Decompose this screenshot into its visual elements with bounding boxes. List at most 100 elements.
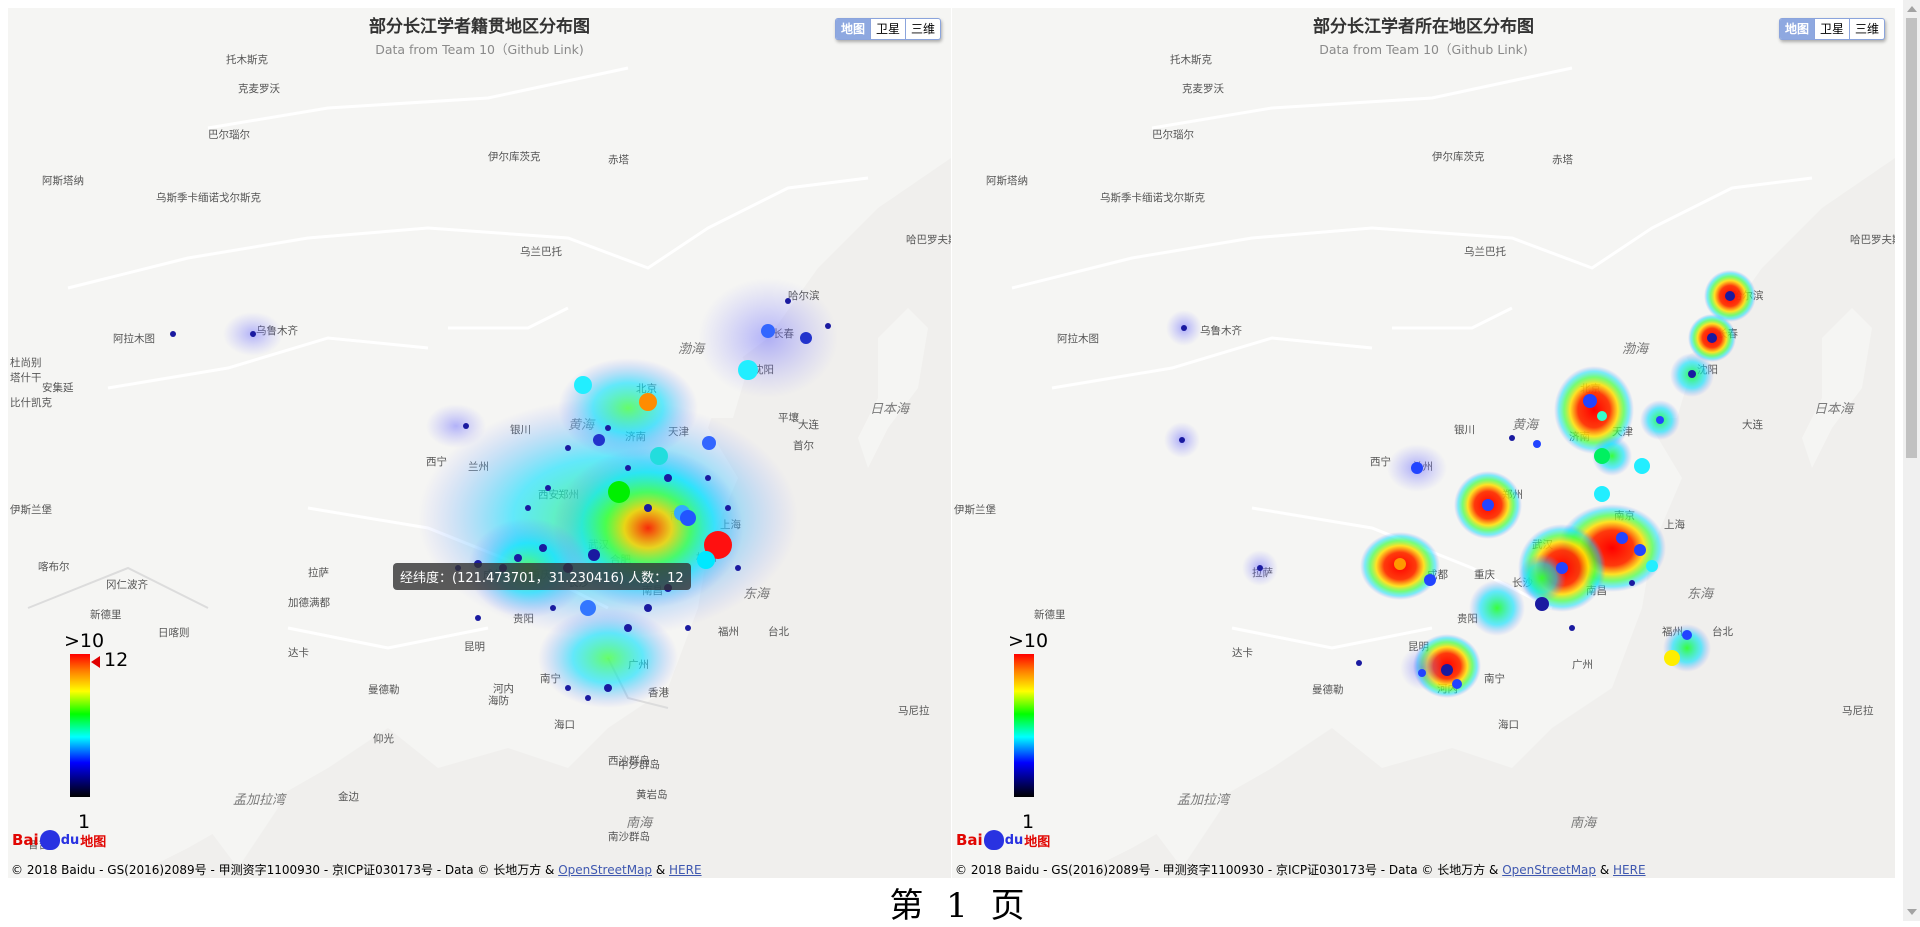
landmass-india xyxy=(188,728,278,868)
legend-pointer-icon xyxy=(91,656,100,668)
svg-text:福州: 福州 xyxy=(718,625,739,638)
maptype-3d-button[interactable]: 三维 xyxy=(1848,19,1884,39)
svg-text:加德满都: 加德满都 xyxy=(288,596,330,609)
svg-text:新德里: 新德里 xyxy=(90,608,122,621)
point-n xyxy=(644,504,652,512)
point-xinjiang2 xyxy=(1179,437,1185,443)
svg-text:比什凯克: 比什凯克 xyxy=(10,396,52,409)
point-i xyxy=(644,604,652,612)
point-wuhan xyxy=(580,600,596,616)
point-chengdu xyxy=(1394,558,1406,570)
point-changchun xyxy=(1707,333,1717,343)
baidu-logo[interactable]: Bai du 地图 xyxy=(956,830,1051,850)
svg-text:上海: 上海 xyxy=(1664,518,1686,531)
svg-text:马尼拉: 马尼拉 xyxy=(1842,704,1874,717)
point-hefei xyxy=(680,510,696,526)
svg-text:曼德勒: 曼德勒 xyxy=(1312,683,1344,696)
svg-text:伊尔库茨克: 伊尔库茨克 xyxy=(1432,150,1485,163)
point-tianjin xyxy=(1597,411,1607,421)
svg-text:托木斯克: 托木斯克 xyxy=(1170,53,1212,66)
point-xining xyxy=(463,423,469,429)
point-zhengzhou xyxy=(1594,486,1610,502)
svg-text:巴尔瑙尔: 巴尔瑙尔 xyxy=(1152,128,1194,141)
svg-text:赤塔: 赤塔 xyxy=(608,153,629,166)
maptype-satellite-button[interactable]: 卫星 xyxy=(1813,19,1849,39)
svg-text:黄岩岛: 黄岩岛 xyxy=(636,788,668,801)
data-points[interactable] xyxy=(170,298,831,701)
here-link[interactable]: HERE xyxy=(1613,863,1646,877)
sea-label-bohai: 渤海 xyxy=(1622,342,1650,357)
point-shenyang xyxy=(738,360,758,380)
heatmap-layer xyxy=(1164,270,1756,698)
maptype-map-button[interactable]: 地图 xyxy=(1779,19,1814,39)
point-x xyxy=(735,565,741,571)
map-panel-origin[interactable]: 黄海 东海 渤海 日本海 南海 孟加拉湾 托木斯克 克麦罗沃 巴尔瑙尔 乌斯季卡… xyxy=(8,8,951,878)
basemap[interactable]: 黄海 东海 渤海 日本海 南海 孟加拉湾 托木斯克 克麦罗沃 巴尔瑙尔 乌斯季卡… xyxy=(952,8,1895,878)
svg-text:昆明: 昆明 xyxy=(464,641,485,653)
point-kunming xyxy=(1356,660,1362,666)
point-t xyxy=(525,505,531,511)
point-w xyxy=(725,505,731,511)
point-fuzhou xyxy=(1682,630,1692,640)
legend-colorbar[interactable] xyxy=(1014,654,1034,797)
svg-text:拉萨: 拉萨 xyxy=(308,566,329,579)
point-a xyxy=(588,549,600,561)
svg-text:海口: 海口 xyxy=(554,718,575,731)
osm-link[interactable]: OpenStreetMap xyxy=(558,863,653,877)
osm-link[interactable]: OpenStreetMap xyxy=(1502,863,1597,877)
basemap[interactable]: 黄海 东海 渤海 日本海 南海 孟加拉湾 托木斯克 克麦罗沃 巴尔瑙尔 乌斯季卡… xyxy=(8,8,951,878)
scrollbar-thumb[interactable] xyxy=(1906,18,1917,458)
svg-text:乌斯季卡缅诺戈尔斯克: 乌斯季卡缅诺戈尔斯克 xyxy=(156,191,261,204)
data-points[interactable] xyxy=(1179,291,1735,689)
point-h xyxy=(624,624,632,632)
svg-text:广州: 广州 xyxy=(1572,659,1593,671)
map-title-workplace: 部分长江学者所在地区分布图 xyxy=(1313,17,1534,37)
svg-text:杜尚别: 杜尚别 xyxy=(10,356,42,369)
point-harbin xyxy=(800,332,812,344)
svg-text:西宁: 西宁 xyxy=(1370,455,1391,468)
legend-colorbar[interactable] xyxy=(70,654,90,797)
point-guangzhou xyxy=(1441,664,1453,676)
landmass-asia xyxy=(952,8,1895,878)
point-v xyxy=(705,475,711,481)
svg-text:新德里: 新德里 xyxy=(1034,608,1066,621)
point-aa xyxy=(785,298,791,304)
svg-text:台北: 台北 xyxy=(1712,625,1734,638)
point-nanjing xyxy=(1616,532,1628,544)
point-u xyxy=(550,605,556,611)
svg-text:哈巴罗夫斯克: 哈巴罗夫斯克 xyxy=(1850,233,1895,246)
sea-label-donghai: 东海 xyxy=(1687,587,1715,602)
point-shanghai xyxy=(704,531,732,559)
point-shenzhen xyxy=(1452,679,1462,689)
svg-text:重庆: 重庆 xyxy=(1474,568,1496,581)
point-c xyxy=(1569,625,1575,631)
point-shijiazhuang xyxy=(593,434,605,446)
here-link[interactable]: HERE xyxy=(669,863,702,877)
point-qingdao xyxy=(1634,458,1650,474)
scroll-up-icon[interactable] xyxy=(1907,6,1917,12)
svg-text:哈巴罗夫斯克: 哈巴罗夫斯克 xyxy=(906,233,951,246)
baidu-paw-icon xyxy=(983,830,1004,850)
baidu-logo[interactable]: Bai du 地图 xyxy=(12,830,107,850)
map-tooltip: 经纬度：(121.473701，31.230416) 人数：12 xyxy=(393,563,691,590)
svg-text:乌兰巴托: 乌兰巴托 xyxy=(1464,245,1506,258)
svg-text:伊斯兰堡: 伊斯兰堡 xyxy=(10,503,52,516)
landmass-japan xyxy=(858,308,928,468)
maptype-satellite-button[interactable]: 卫星 xyxy=(869,19,905,39)
point-y xyxy=(685,625,691,631)
svg-text:赤塔: 赤塔 xyxy=(1552,153,1574,166)
point-jinan2 xyxy=(650,447,668,465)
scroll-down-icon[interactable] xyxy=(1907,909,1917,915)
point-z xyxy=(825,323,831,329)
svg-text:南宁: 南宁 xyxy=(1484,672,1505,685)
maptype-3d-button[interactable]: 三维 xyxy=(904,19,940,39)
svg-text:乌鲁木齐: 乌鲁木齐 xyxy=(1200,324,1242,337)
svg-text:首尔: 首尔 xyxy=(793,439,814,452)
point-taiyuan xyxy=(1533,440,1541,448)
svg-text:阿斯塔纳: 阿斯塔纳 xyxy=(986,174,1028,187)
svg-text:安集延: 安集延 xyxy=(42,381,74,394)
maptype-map-button[interactable]: 地图 xyxy=(835,19,870,39)
vertical-scrollbar[interactable] xyxy=(1903,0,1920,921)
map-panel-workplace[interactable]: 黄海 东海 渤海 日本海 南海 孟加拉湾 托木斯克 克麦罗沃 巴尔瑙尔 乌斯季卡… xyxy=(952,8,1895,878)
svg-text:阿拉木图: 阿拉木图 xyxy=(113,332,155,345)
